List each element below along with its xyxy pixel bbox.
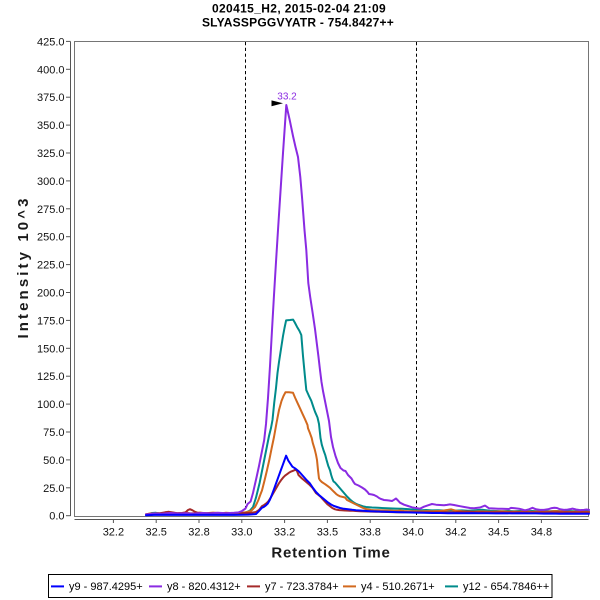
svg-text:34.8: 34.8 [531, 527, 552, 539]
svg-text:34.0: 34.0 [402, 527, 423, 539]
svg-text:250.0: 250.0 [37, 232, 65, 244]
svg-text:150.0: 150.0 [37, 343, 65, 355]
svg-text:175.0: 175.0 [37, 315, 65, 327]
svg-text:375.0: 375.0 [37, 92, 65, 104]
svg-text:75.0: 75.0 [43, 427, 64, 439]
svg-text:020415_H2, 2015-02-04 21:09: 020415_H2, 2015-02-04 21:09 [212, 2, 386, 16]
svg-text:200.0: 200.0 [37, 288, 65, 300]
svg-text:32.5: 32.5 [145, 527, 166, 539]
svg-text:300.0: 300.0 [37, 176, 65, 188]
svg-text:Intensity 10^3: Intensity 10^3 [15, 195, 32, 338]
svg-text:425.0: 425.0 [37, 36, 65, 48]
svg-text:y9 - 987.4295+: y9 - 987.4295+ [69, 581, 143, 593]
svg-text:100.0: 100.0 [37, 399, 65, 411]
svg-text:400.0: 400.0 [37, 64, 65, 76]
svg-text:32.8: 32.8 [188, 527, 209, 539]
svg-text:Retention Time: Retention Time [271, 545, 390, 562]
svg-text:34.5: 34.5 [488, 527, 509, 539]
svg-text:y8 - 820.4312+: y8 - 820.4312+ [167, 581, 241, 593]
svg-text:0.0: 0.0 [49, 511, 64, 523]
svg-text:33.8: 33.8 [359, 527, 380, 539]
svg-text:325.0: 325.0 [37, 148, 65, 160]
svg-text:25.0: 25.0 [43, 483, 64, 495]
svg-text:32.2: 32.2 [103, 527, 124, 539]
svg-text:33.2: 33.2 [277, 92, 297, 103]
svg-text:33.0: 33.0 [231, 527, 252, 539]
svg-text:SLYASSPGGVYATR - 754.8427++: SLYASSPGGVYATR - 754.8427++ [202, 16, 394, 30]
svg-text:125.0: 125.0 [37, 371, 65, 383]
svg-text:34.2: 34.2 [445, 527, 466, 539]
svg-text:50.0: 50.0 [43, 455, 64, 467]
svg-text:y4 - 510.2671+: y4 - 510.2671+ [361, 581, 435, 593]
svg-text:y12 - 654.7846++: y12 - 654.7846++ [463, 581, 549, 593]
svg-text:y7 - 723.3784+: y7 - 723.3784+ [265, 581, 339, 593]
svg-text:33.5: 33.5 [317, 527, 338, 539]
svg-text:275.0: 275.0 [37, 204, 65, 216]
svg-text:225.0: 225.0 [37, 260, 65, 272]
svg-text:33.2: 33.2 [274, 527, 295, 539]
svg-text:350.0: 350.0 [37, 120, 65, 132]
